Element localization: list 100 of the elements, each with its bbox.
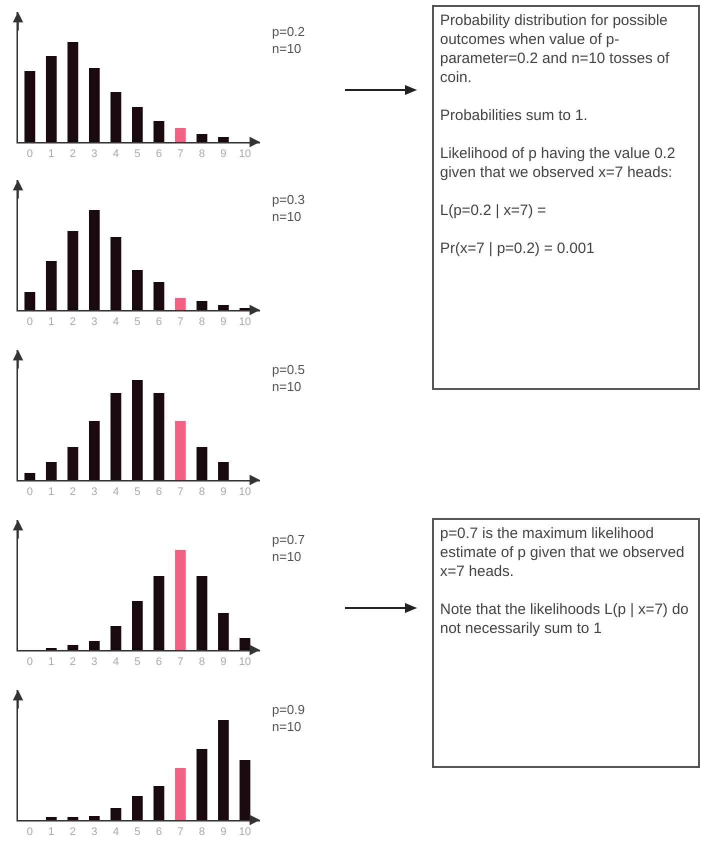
x-tick-label: 9 (220, 826, 226, 838)
bar (24, 71, 36, 142)
text: p=0.7 is the maximum likelihood estimate of p given that we observed x=7 heads. (440, 524, 686, 581)
x-tick-label: 8 (198, 316, 205, 328)
bar (67, 447, 78, 480)
x-tick-label: 1 (48, 656, 54, 668)
text: p=0.5 (272, 362, 305, 377)
bar (218, 613, 229, 650)
bar (110, 92, 122, 142)
x-tick-label: 1 (48, 826, 54, 838)
x-tick-label: 3 (91, 148, 98, 160)
x-tick-label: 8 (198, 486, 205, 498)
bar (88, 421, 100, 480)
bar (196, 134, 208, 142)
x-tick-label: 4 (112, 486, 119, 498)
x-tick-label: 0 (26, 826, 33, 838)
x-tick-label: 5 (134, 826, 140, 838)
text: L(p=0.2 | x=7) = (440, 201, 548, 220)
bar (196, 447, 208, 480)
x-tick-label: 5 (134, 486, 140, 498)
bar (24, 292, 36, 310)
x-tick-label: 8 (198, 656, 205, 668)
bar (67, 645, 78, 650)
x-tick-label: 4 (112, 826, 119, 838)
bar (218, 137, 229, 142)
bar (67, 231, 78, 310)
bar (218, 720, 229, 820)
x-tick-label: 0 (26, 316, 33, 328)
x-tick-label: 7 (177, 486, 184, 498)
x-tick-label: 9 (220, 148, 226, 160)
bar (154, 786, 164, 820)
text: Pr(x=7 | p=0.2) = 0.001 (440, 239, 596, 258)
x-tick-label: 2 (70, 316, 76, 328)
x-tick-label: 6 (156, 148, 162, 160)
x-tick-label: 10 (238, 486, 252, 498)
bar (132, 380, 143, 480)
x-tick-label: 3 (91, 316, 98, 328)
text: n=10 (272, 41, 302, 56)
x-tick-label: 2 (70, 656, 76, 668)
bar (196, 301, 208, 310)
text: Probabilities sum to 1. (440, 106, 589, 125)
x-tick-label: 5 (134, 148, 140, 160)
bar (132, 270, 143, 310)
bar (110, 808, 122, 820)
bar (46, 261, 57, 310)
bar (110, 237, 122, 310)
bar (67, 42, 78, 142)
bar (88, 68, 100, 142)
x-tick-label: 9 (220, 656, 226, 668)
x-tick-label: 6 (156, 656, 162, 668)
x-tick-label: 9 (220, 486, 226, 498)
bar (154, 282, 164, 310)
x-tick-label: 8 (198, 148, 205, 160)
x-tick-label: 4 (112, 148, 119, 160)
bar (196, 576, 208, 650)
x-tick-label: 4 (112, 656, 119, 668)
text: p=0.2 (272, 24, 305, 39)
x-tick-label: 2 (70, 486, 76, 498)
x-tick-label: 10 (238, 316, 252, 328)
bar (175, 298, 186, 310)
x-tick-label: 2 (70, 826, 76, 838)
text: Probability distribution for possible outcomes when value of p-parameter=0.2 and n=10 tosses of coin. (440, 11, 670, 87)
text: p=0.7 (272, 532, 305, 547)
bar (154, 393, 164, 480)
x-tick-label: 6 (156, 316, 162, 328)
bar (154, 121, 164, 142)
x-tick-label: 10 (238, 656, 252, 668)
text: p=0.3 (272, 192, 305, 207)
bar (154, 576, 164, 650)
bar (46, 462, 57, 480)
bar (110, 626, 122, 650)
bar (46, 56, 57, 142)
bar (218, 462, 229, 480)
x-tick-label: 8 (198, 826, 205, 838)
text: p=0.9 (272, 702, 305, 717)
bar (218, 305, 229, 310)
x-tick-label: 5 (134, 316, 140, 328)
x-tick-label: 3 (91, 826, 98, 838)
x-tick-label: 10 (238, 826, 252, 838)
x-tick-label: 2 (70, 148, 76, 160)
text: Note that the likelihoods L(p | x=7) do not necessarily sum to 1 (440, 600, 690, 638)
bar (132, 107, 143, 142)
bar (175, 550, 186, 650)
text: n=10 (272, 549, 302, 564)
bar (240, 760, 250, 820)
bar (196, 749, 208, 820)
bar (88, 816, 100, 820)
bar (240, 638, 250, 650)
x-tick-label: 6 (156, 486, 162, 498)
x-tick-label: 6 (156, 826, 162, 838)
text: Likelihood of p having the value 0.2 given that we observed x=7 heads: (440, 144, 676, 182)
x-tick-label: 3 (91, 656, 98, 668)
x-tick-label: 7 (177, 656, 184, 668)
x-tick-label: 7 (177, 826, 184, 838)
x-tick-label: 1 (48, 316, 54, 328)
x-tick-label: 5 (134, 656, 140, 668)
x-tick-label: 10 (238, 148, 252, 160)
bar (67, 817, 78, 820)
bar (175, 128, 186, 142)
text: n=10 (272, 379, 302, 394)
